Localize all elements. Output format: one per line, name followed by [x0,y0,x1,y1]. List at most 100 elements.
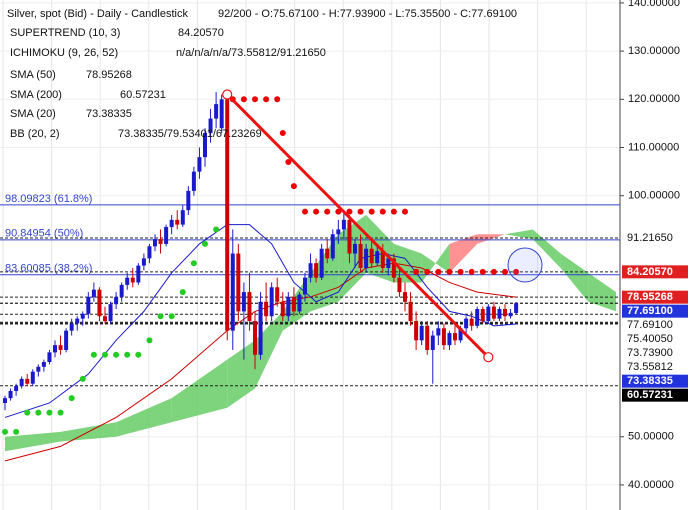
candle-body [408,301,413,322]
supertrend-dot [335,208,342,215]
info-ohlc: 92/200 - O:75.67100 - H:77.93900 - L:75.… [218,8,517,20]
info-label: ICHIMOKU (9, 26, 52) [10,47,118,59]
price-marker-label: 75.40050 [627,333,673,345]
candle-body [308,263,313,278]
supertrend-dot [368,208,375,215]
info-value: 78.95268 [86,69,132,81]
supertrend-dot [202,240,208,247]
candle-body [47,352,52,363]
supertrend-dot [274,96,281,103]
info-value: 73.38335 [86,108,132,120]
candle-body [153,239,157,247]
candle-body [147,246,152,259]
candle-body [336,229,341,235]
candle-body [86,296,91,314]
candle-body [103,316,107,322]
info-value: 84.20570 [178,27,224,39]
candle-body [286,296,291,317]
fib-label: 98.09823 (61.8%) [5,193,92,205]
supertrend-dot [413,268,420,275]
candle-body [125,277,130,285]
cloud-segment [505,229,533,240]
candle-body [191,171,196,191]
candle-body [97,289,102,317]
supertrend-dot [313,208,320,215]
supertrend-dot [57,409,64,416]
info-label: SMA (200) [10,89,62,101]
cloud-segment [5,431,61,452]
sma-20-line [4,224,517,418]
supertrend-dot [46,409,53,416]
supertrend-dot [290,183,297,190]
candle-body [169,219,174,228]
supertrend-dot [302,208,308,215]
candle-body [303,277,307,295]
highlight-circle [507,247,543,283]
candle-body [75,318,80,324]
info-value: n/a/n/a/n/a/73.55812/91.21650 [176,47,326,59]
candle-body [330,234,335,259]
cloud-segment [477,234,505,244]
supertrend-dot [102,351,108,358]
candle-body [258,301,263,355]
cloud-segment [532,229,561,269]
info-value: 73.38335/79.53401/67.23269 [118,128,262,140]
info-label: SUPERTREND (10, 3) [10,27,120,39]
supertrend-dot [324,208,331,215]
candle-body [158,239,163,244]
candle-body [64,330,69,350]
candle-body [14,386,19,391]
candle-body [25,378,30,384]
candle-body [325,248,330,259]
y-tick-label: 110.00000 [628,141,679,153]
supertrend-dot [13,428,20,435]
candle-body [269,287,274,317]
info-title: Silver, spot (Bid) - Daily - Candlestick [7,8,188,20]
candle-body [8,390,13,399]
candle-body [247,292,252,322]
candle-body [475,308,480,326]
supertrend-dot [479,268,486,275]
candle-body [358,243,363,269]
candle-body [441,328,446,346]
candle-body [80,313,85,319]
candle-body [397,277,402,293]
cloud-segment [560,253,589,302]
supertrend-dot [35,409,42,416]
candle-body [41,362,46,367]
candle-body [458,328,463,341]
candle-body [403,292,407,302]
cloud-segment [338,214,367,302]
supertrend-dot [279,130,286,137]
supertrend-dot [357,208,364,215]
price-marker-label: 91.21650 [627,232,673,244]
cloud-segment [421,243,450,283]
candle-body [230,253,235,331]
candle-body [241,292,246,312]
price-marker-label: 77.69100 [627,305,673,317]
candle-body [419,325,424,341]
candle-body [297,294,302,312]
candle-body [175,219,180,225]
supertrend-dot [124,351,131,358]
candle-body [480,308,485,322]
candle-body [436,328,441,336]
supertrend-dot [446,268,453,275]
supertrend-dot [490,268,497,275]
candle-body [319,248,324,278]
y-tick-label: 140.00000 [628,0,680,9]
candle-body [253,321,257,355]
price-marker-box [622,388,688,402]
candle-body [469,318,474,326]
candle-body [136,265,141,283]
candle-body [369,248,374,264]
candle-body [425,325,430,350]
info-label: SMA (50) [10,69,56,81]
candle-body [225,99,230,331]
supertrend-dot [168,313,175,320]
y-tick-label: 40.00000 [628,479,674,491]
price-marker-label: 73.55812 [627,361,673,373]
supertrend-dot [90,351,97,358]
candle-body [186,190,191,211]
